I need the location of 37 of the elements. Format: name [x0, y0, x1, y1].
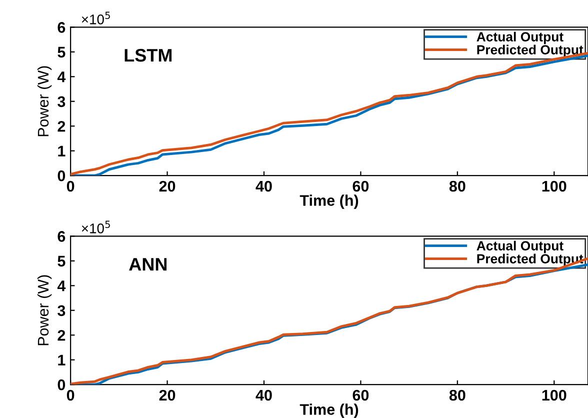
x-tick-label: 100 — [542, 390, 566, 401]
y-axis-title: Power (W) — [37, 275, 52, 346]
x-tick-label: 20 — [159, 390, 176, 401]
y-tick-label: 3 — [58, 305, 66, 316]
x-axis-title: Time (h) — [300, 194, 358, 209]
y-tick-label: 6 — [58, 231, 66, 242]
x-tick-label: 60 — [352, 390, 369, 401]
y-tick-label: 2 — [58, 330, 66, 341]
x-tick-label: 40 — [256, 180, 272, 192]
y-tick-label: 1 — [58, 146, 66, 156]
x-tick-label: 100 — [542, 180, 566, 192]
x-axis-title: Time (h) — [300, 404, 358, 418]
y-tick-label: 4 — [57, 280, 66, 292]
x-tick-label: 80 — [449, 390, 466, 401]
text: ANN — [129, 258, 167, 271]
legend-label: Actual Output — [476, 240, 564, 254]
y-tick-label: 0 — [58, 170, 66, 182]
y-tick-label: 5 — [58, 46, 66, 58]
y-tick-label: 6 — [58, 22, 66, 33]
x-tick-label: 40 — [256, 390, 272, 401]
y-tick-label: 1 — [58, 354, 66, 366]
y-tick-label: 4 — [57, 72, 66, 82]
x-tick-label: 80 — [449, 180, 466, 192]
y-axis-title: Power (W) — [37, 66, 52, 136]
y-tick-label: 0 — [58, 379, 66, 390]
y-tick-label: 5 — [58, 256, 66, 267]
legend-label: Actual Output — [476, 32, 564, 44]
x-tick-label: 60 — [352, 180, 369, 192]
x-tick-label: 0 — [66, 180, 74, 192]
text: LSTM — [124, 48, 172, 62]
y-tick-label: 2 — [58, 120, 66, 132]
text: ×10$^{5}$ — [82, 220, 110, 234]
text: ×10$^{5}$ — [82, 12, 110, 24]
x-tick-label: 20 — [159, 180, 176, 192]
y-tick-label: 3 — [58, 96, 66, 108]
legend-label: Predicted Output — [477, 44, 584, 58]
x-tick-label: 0 — [66, 390, 74, 401]
